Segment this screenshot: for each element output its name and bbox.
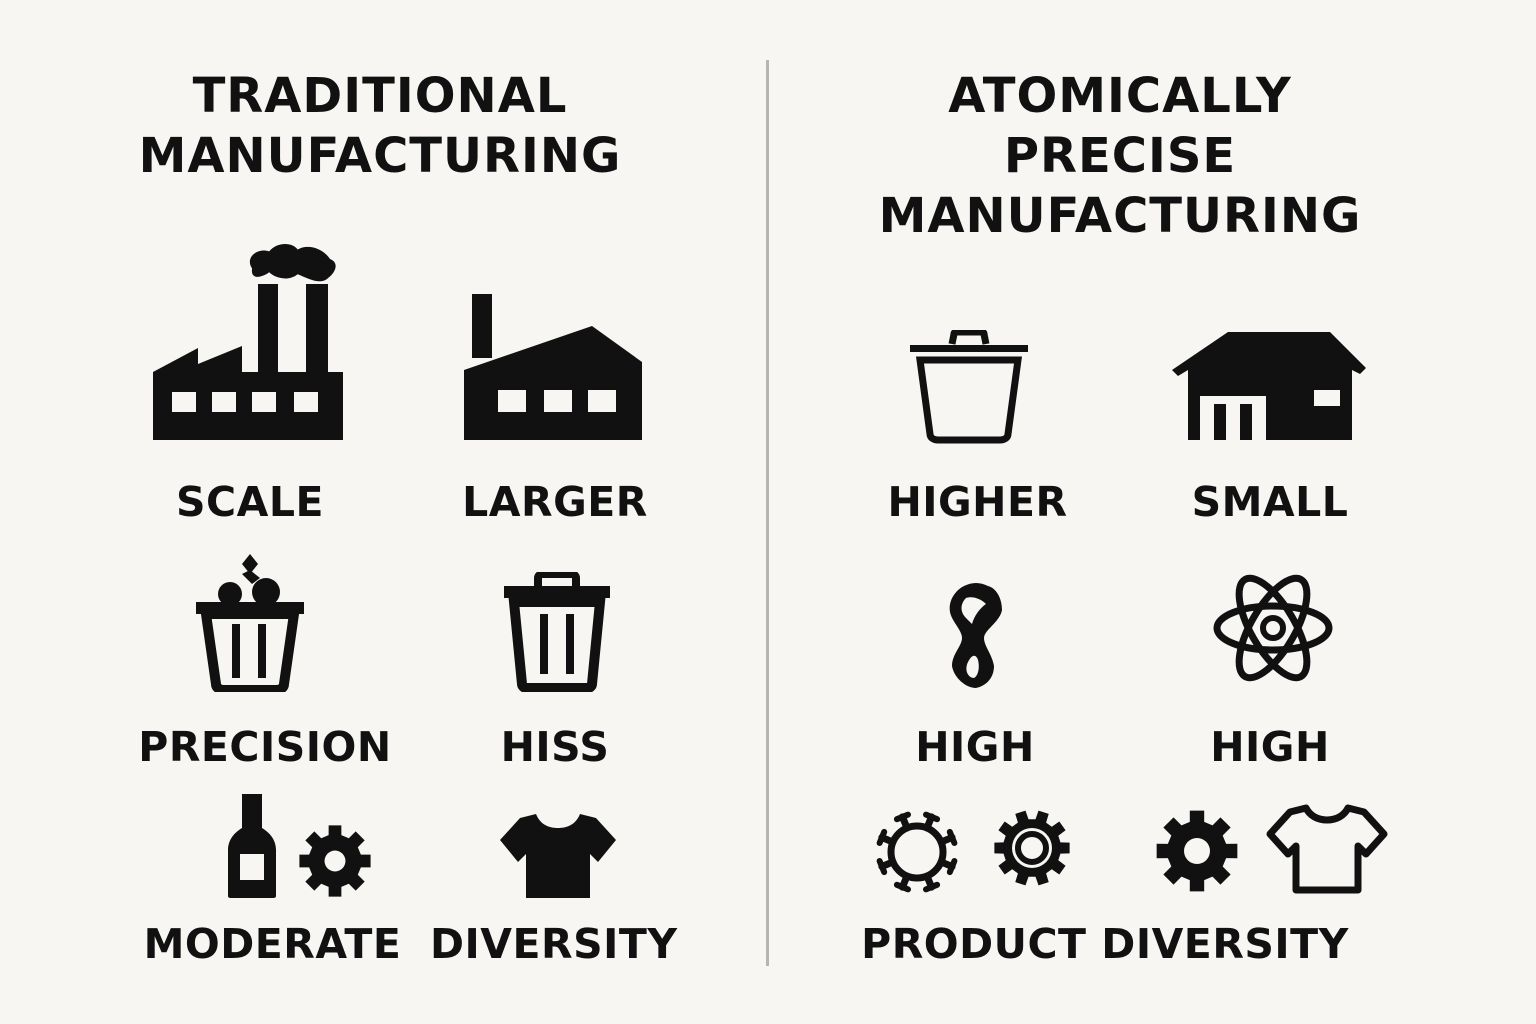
atomically-precise-manufacturing-title: ATOMICALLY PRECISE MANUFACTURING — [830, 66, 1410, 246]
molecule-icon — [944, 582, 1006, 692]
label-hiss: HISS — [500, 723, 610, 771]
label-larger: LARGER — [462, 478, 648, 526]
title-line-1: TRADITIONAL — [192, 68, 568, 124]
virus-gear-icon — [872, 808, 962, 896]
factory-smokestacks-icon — [150, 240, 346, 444]
traditional-manufacturing-title: TRADITIONAL MANUFACTURING — [100, 66, 660, 186]
waste-basket-icon — [192, 552, 308, 692]
warehouse-icon — [462, 292, 644, 442]
gear-icon — [1154, 808, 1240, 894]
atom-icon — [1213, 565, 1333, 691]
ring-gear-icon — [992, 808, 1072, 888]
label-small: SMALL — [1191, 478, 1349, 526]
center-divider — [766, 60, 769, 966]
label-diversity: DIVERSITY — [430, 920, 678, 968]
title-line-2: MANUFACTURING — [878, 188, 1362, 244]
tshirt-icon — [498, 810, 618, 900]
tshirt-outline-icon — [1266, 804, 1388, 894]
trash-can-outline-icon — [908, 330, 1030, 444]
gear-icon — [294, 822, 376, 900]
bottle-icon — [226, 792, 278, 900]
trash-can-icon — [502, 572, 612, 692]
label-precision: PRECISION — [138, 723, 392, 771]
label-higher: HIGHER — [887, 478, 1068, 526]
house-icon — [1170, 330, 1368, 442]
title-line-2: MANUFACTURING — [138, 128, 622, 184]
label-high-left: HIGH — [915, 723, 1035, 771]
title-line-1: ATOMICALLY PRECISE — [948, 68, 1292, 184]
label-scale: SCALE — [176, 478, 324, 526]
label-product-diversity: PRODUCT DIVERSITY — [861, 920, 1349, 968]
label-moderate: MODERATE — [143, 920, 402, 968]
label-high-right: HIGH — [1210, 723, 1330, 771]
